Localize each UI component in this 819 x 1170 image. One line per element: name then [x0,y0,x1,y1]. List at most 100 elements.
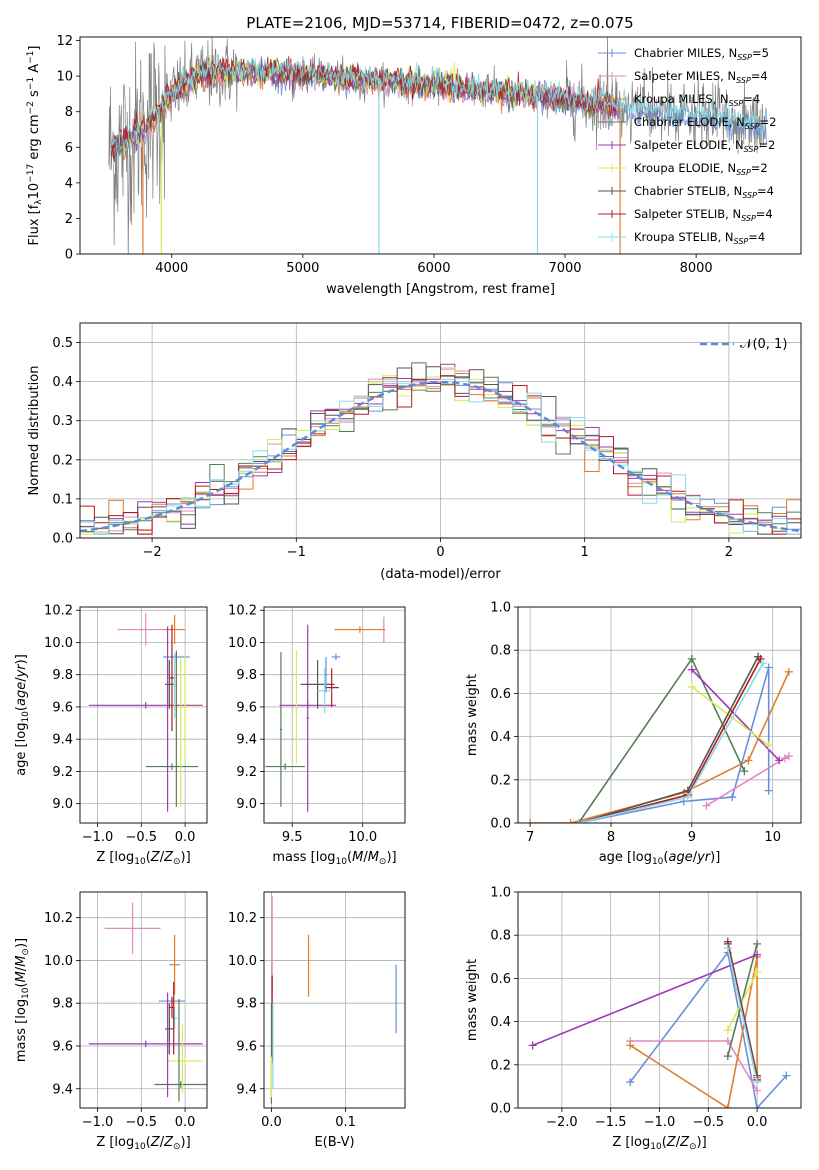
y-axis-label: age [log10(age/yr)] [14,654,31,776]
y-tick-label: 9.4 [52,733,73,748]
label-part: mass [log [272,850,335,865]
y-tick-label: 0.0 [52,532,73,547]
y-tick-label: 9.4 [236,1082,257,1097]
label-part: / [160,850,165,865]
y-tick-label: 0.8 [490,644,511,659]
label-part: M [368,850,379,865]
label-part: / [363,850,368,865]
y-tick-label: 10.2 [228,911,257,926]
weight-marker [723,944,732,953]
legend-name: Chabrier MILES, N [634,46,737,60]
label-part: ( [347,850,352,865]
weight-marker [784,752,793,761]
label-part: / [693,850,698,865]
axes-frame [263,606,406,824]
x-tick-label: −1.0 [82,1115,114,1130]
plot-area [80,362,801,535]
legend-name: Kroupa ELODIE, N [634,161,736,175]
label-part: ⊙ [379,857,387,867]
y-tick-label: 9.6 [52,1039,73,1054]
legend-sub: SSP [745,122,760,131]
chart-age_vs_mass: 9.5 10.0 9.0 9.2 9.4 9.6 9.8 10.0 10.2 mass [log1… [228,604,406,867]
legend-label: Kroupa STELIB, NSSP=4 [634,230,765,246]
legend-sub: SSP [729,99,744,108]
y-tick-label: 10.0 [228,636,257,651]
x-tick-label: −1.0 [82,830,114,845]
label-part: −1 [26,51,36,64]
legend-count: =4 [756,207,773,221]
plot-layer: 4000 5000 6000 7000 8000024681012wavelength … [14,34,802,1152]
label-part: Z [163,1135,174,1150]
chart-spectrum: 4000 5000 6000 7000 8000 0 2 4 6 8 10 12 wavelength … [26,34,802,297]
legend-count: =4 [757,184,774,198]
label-part: ⊙ [21,948,31,956]
model-spectrum-kroupa-stelib [111,57,768,158]
y-tick-label: 0.5 [52,336,73,351]
legend-name: Chabrier STELIB, N [634,184,742,198]
y-tick-label: 0.3 [52,414,73,429]
figure-title: PLATE=2106, MJD=53714, FIBERID=0472, z=0… [246,14,633,32]
y-tick-label: 0.6 [490,687,511,702]
model-spectrum-chabrier-elodie [111,56,618,163]
x-tick-label: −1 [287,545,306,560]
label-part: 10 [134,857,146,867]
legend-sub: SSP [737,53,752,62]
y-tick-label: 9.4 [236,733,257,748]
x-axis-label: Z [log10(Z/Z⊙)] [96,850,190,867]
y-tick-label: 10.0 [44,636,73,651]
y-tick-label: 1.0 [490,601,511,616]
label-part: A [27,64,42,77]
legend-sub: SSP [734,237,749,246]
label-part: age [log [599,850,652,865]
legend-count: =4 [751,69,768,83]
weight-marker [687,654,696,663]
weight-marker [753,939,762,948]
chart-residuals: −2 −1 0 1 2 0.0 0.1 0.2 0.3 0.4 0.5 (data-model)/er… [27,322,802,582]
legend-gauss-label: 𝒩(0, 1) [740,337,787,352]
legend-count: =2 [760,115,777,129]
legend-name: Salpeter STELIB, N [634,207,741,221]
x-tick-label: 8000 [680,261,713,276]
x-tick-label: −1.0 [644,1115,676,1130]
y-tick-label: 9.4 [52,1082,73,1097]
label-part: Z [679,1135,690,1150]
y-tick-label: 6 [65,141,73,156]
label-part: age [log [14,723,29,776]
y-tick-label: 0.4 [490,1015,511,1030]
x-tick-label: 4000 [155,261,188,276]
hist-kroupa-stelib [80,378,801,535]
y-tick-label: 9.8 [52,668,73,683]
weight-marker [526,819,535,823]
axes-frame [79,891,208,1109]
x-axis-label-ebv: E(B-V) [314,1135,354,1150]
weight-line-kroupa-stelib [727,948,758,1083]
weight-marker [784,667,793,676]
weight-marker [687,665,696,674]
y-tick-label: 9.8 [52,997,73,1012]
y-tick-label: 0.6 [490,972,511,987]
x-tick-label: 8 [607,830,615,845]
plot-area [526,652,793,823]
weight-marker [723,1052,732,1061]
weight-marker [764,663,773,672]
legend-label: Chabrier ELODIE, NSSP=2 [634,115,776,131]
x-tick-label: 0.1 [335,1115,356,1130]
weight-marker [728,793,737,802]
legend-sub: SSP [742,191,757,200]
label-part: 10 [21,987,31,999]
weight-marker [775,756,784,765]
y-axis-label: Flux [fλ10−17 erg cm−2 s−1 A−1] [26,46,44,246]
weight-marker [566,819,575,823]
y-tick-label: 9.6 [236,700,257,715]
weight-marker [744,756,753,765]
y-tick-label: 0.0 [490,1102,511,1117]
y-axis-label: mass [log10(M/M⊙)] [14,938,31,1062]
weight-line-salpeter-stelib [578,658,762,823]
legend-label: Salpeter MILES, NSSP=4 [634,69,768,85]
weight-marker [626,1041,635,1050]
label-part: M [14,956,29,967]
y-tick-label: 9.0 [52,797,73,812]
legend-count: =2 [751,161,768,175]
plot-area [88,902,207,1102]
